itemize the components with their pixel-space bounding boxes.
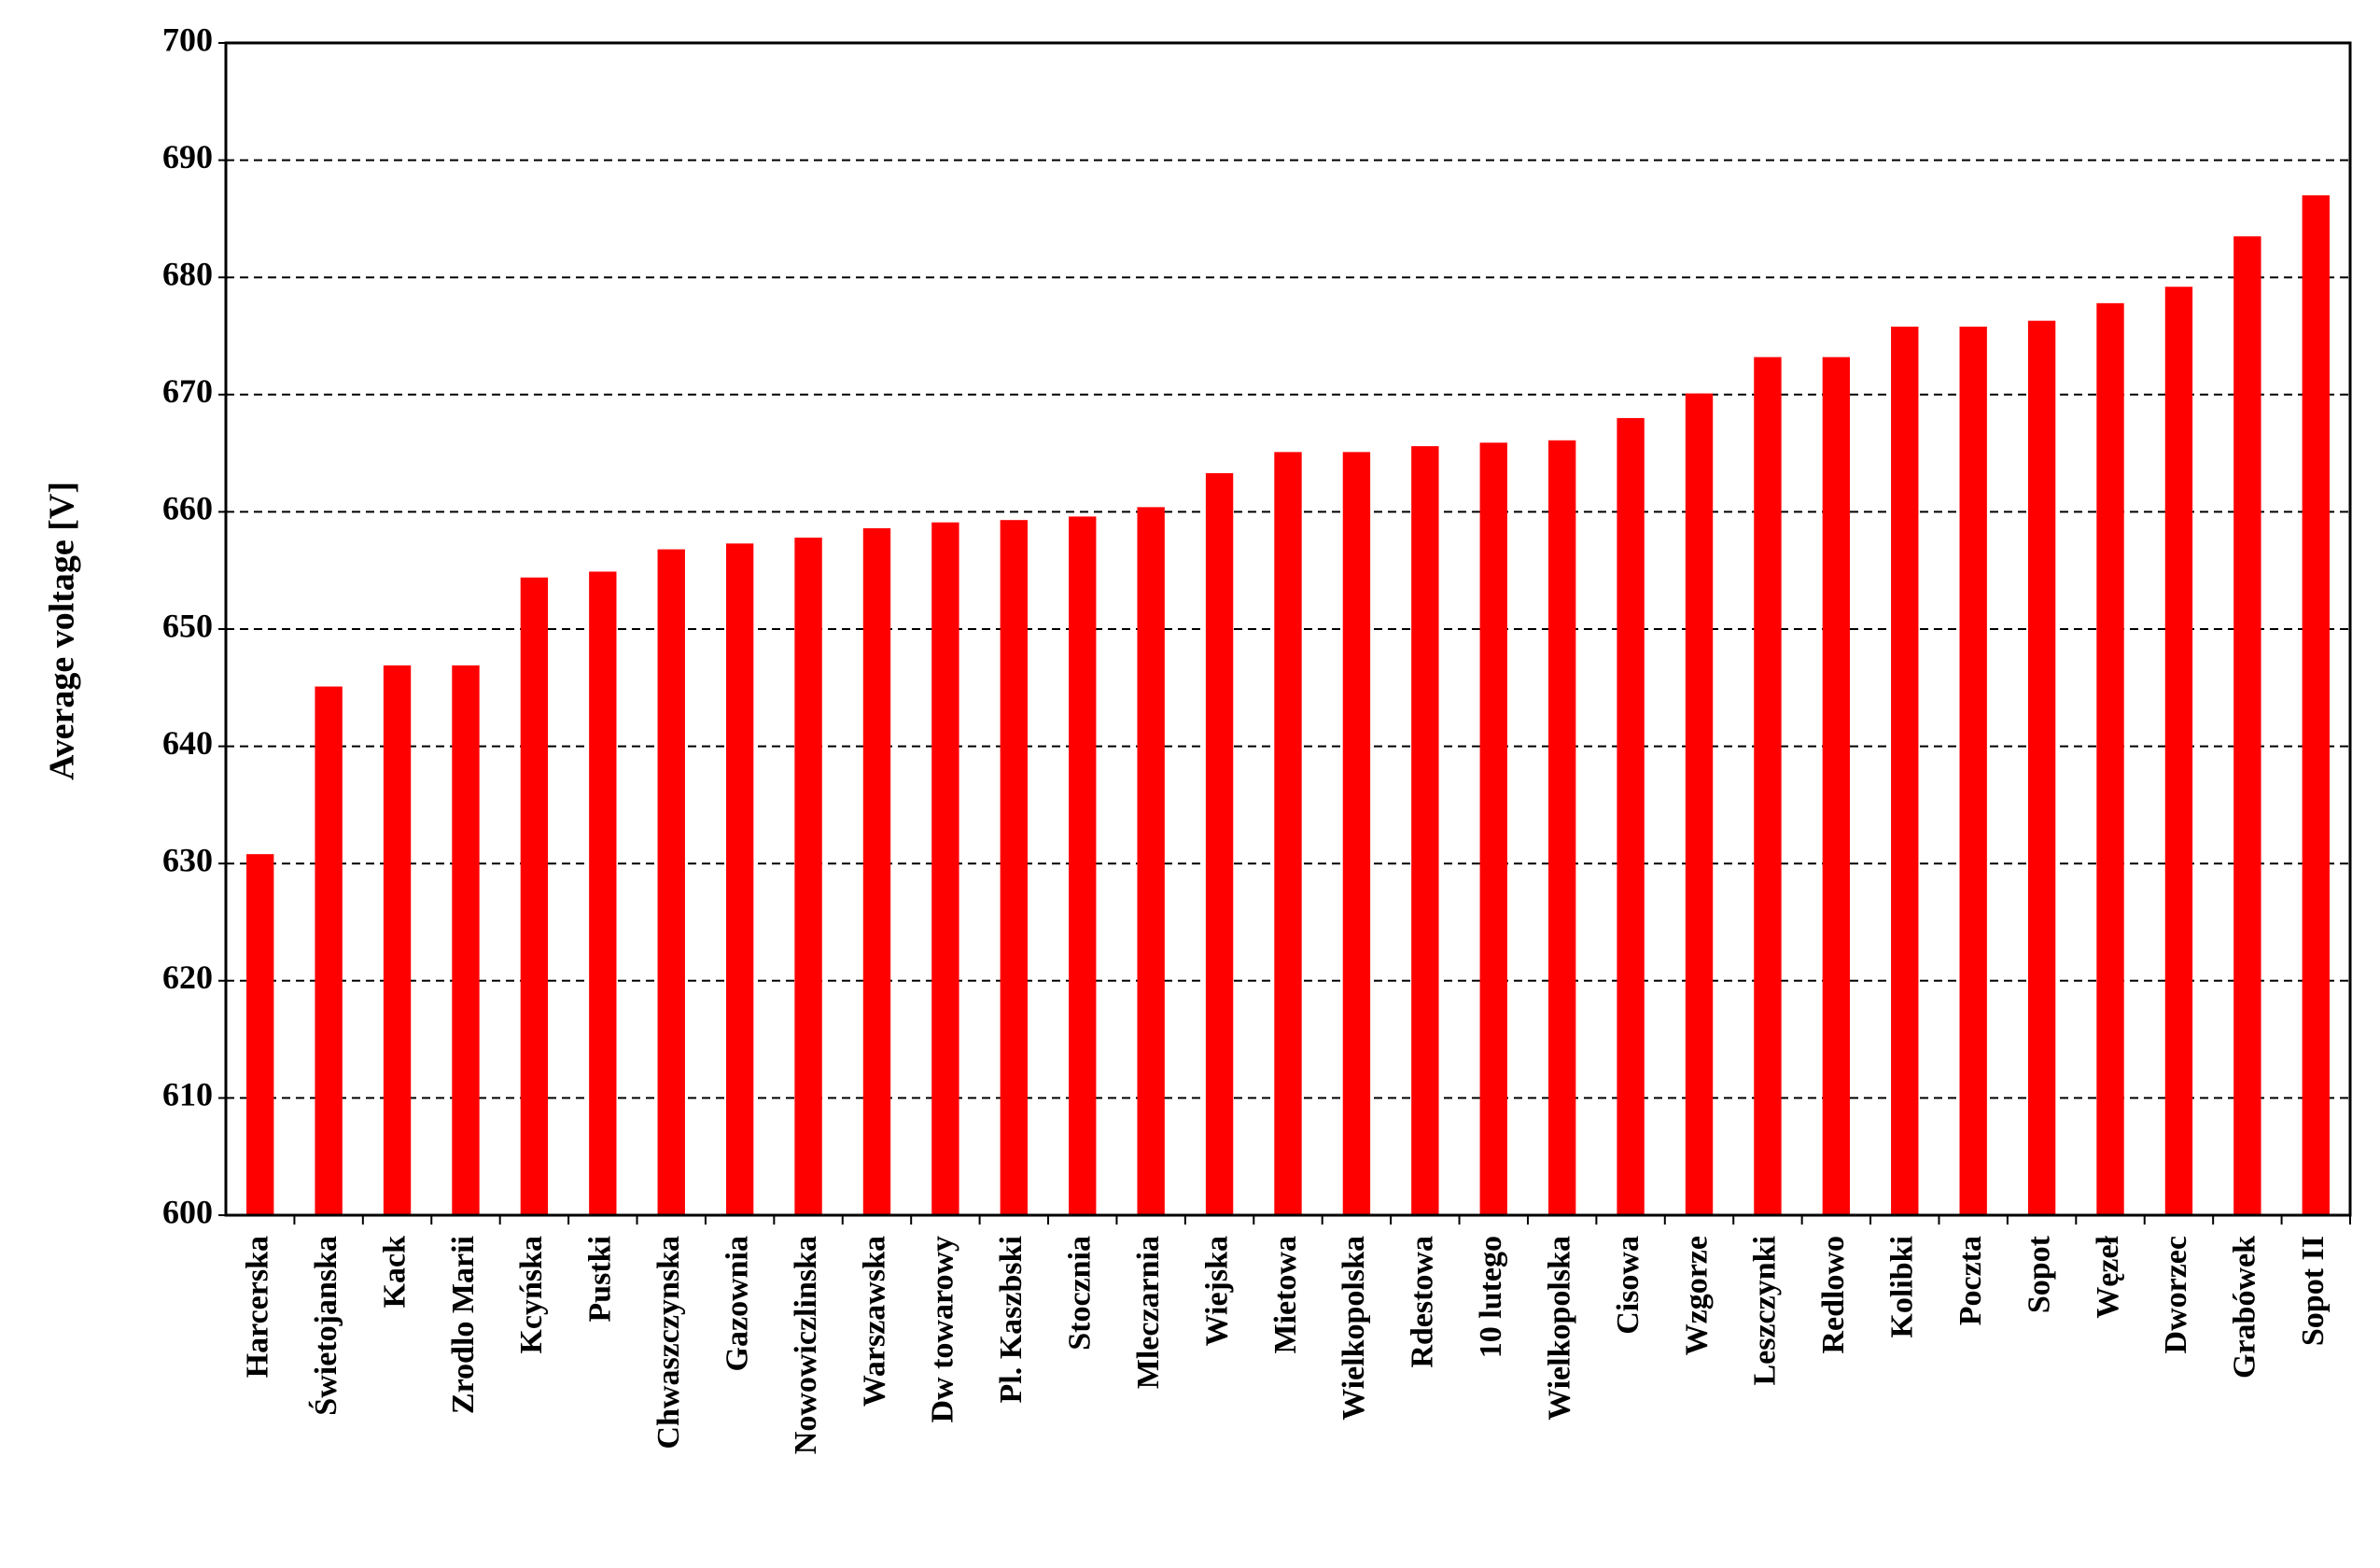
x-tick-label: Sopot — [2022, 1235, 2056, 1313]
x-tick-label: Kolibki — [1885, 1236, 1920, 1338]
x-tick-label: Warszawska — [857, 1236, 891, 1407]
x-tick-label: Świetojanska — [308, 1236, 343, 1416]
bar — [1411, 446, 1439, 1216]
x-tick-label: Mleczarnia — [1131, 1236, 1166, 1389]
bar — [1754, 357, 1782, 1215]
bar — [1000, 520, 1029, 1215]
x-tick-label: Dw towarowy — [926, 1236, 960, 1423]
bar — [1685, 393, 1714, 1215]
bar — [1205, 472, 1234, 1215]
x-tick-label: Węzeł — [2091, 1235, 2125, 1318]
bar — [862, 527, 891, 1215]
x-tick-label: Kcyńska — [514, 1236, 549, 1354]
x-tick-label: 10 lutego — [1474, 1236, 1508, 1358]
bar — [452, 665, 480, 1215]
x-tick-label: Zrodlo Marii — [446, 1236, 481, 1414]
x-tick-label: Mietowa — [1268, 1236, 1303, 1354]
x-tick-label: Harcerska — [241, 1236, 275, 1378]
plot-frame — [224, 41, 2352, 1217]
y-tick-label: 670 — [162, 372, 213, 410]
x-tick-label: Wielkopolska — [1337, 1236, 1371, 1421]
bar — [1342, 452, 1371, 1215]
x-tick-label: Grabówek — [2228, 1236, 2262, 1379]
x-tick-label: Leszczynki — [1748, 1236, 1783, 1386]
y-tick-label: 650 — [162, 607, 213, 644]
x-tick-label: Wielkopolska — [1542, 1236, 1576, 1421]
bar — [1069, 516, 1097, 1215]
x-tick-label: Pl. Kaszbski — [994, 1236, 1029, 1403]
x-tick-label: Cisowa — [1611, 1236, 1645, 1335]
x-tick-label: Sopot II — [2296, 1236, 2331, 1346]
x-tick-label: Wiejska — [1199, 1236, 1234, 1346]
y-tick-label: 600 — [162, 1193, 213, 1230]
x-tick-label: Redlowo — [1816, 1236, 1851, 1354]
y-tick-label: 620 — [162, 959, 213, 996]
x-tick-label: Gazownia — [720, 1236, 754, 1371]
x-tick-label: Rdestowa — [1406, 1236, 1440, 1368]
bar — [315, 686, 343, 1215]
y-tick-label: 640 — [162, 724, 213, 762]
bar — [1959, 326, 1987, 1215]
x-tick-label: Dworzec — [2159, 1236, 2193, 1353]
bar — [383, 665, 412, 1215]
x-tick-label: Stocznia — [1063, 1236, 1098, 1351]
y-tick-label: 690 — [162, 138, 213, 175]
x-tick-label: Kack — [377, 1236, 412, 1309]
bar — [725, 543, 754, 1215]
bar — [794, 538, 822, 1215]
bar — [1891, 326, 1919, 1215]
x-tick-label: Nowowiczlinska — [789, 1236, 823, 1454]
bar — [2302, 195, 2330, 1215]
x-tick-label: Poczta — [1953, 1236, 1988, 1325]
y-tick-label: 680 — [162, 255, 213, 292]
bar — [657, 549, 685, 1215]
bar — [520, 577, 549, 1215]
bar — [2233, 236, 2261, 1216]
bar — [1547, 440, 1576, 1215]
bar — [2164, 287, 2193, 1215]
x-tick-label: Chwaszczynska — [651, 1236, 686, 1449]
bar — [1137, 507, 1165, 1215]
x-tick-label: Pustki — [583, 1236, 618, 1323]
y-tick-label: 660 — [162, 490, 213, 527]
bar — [1274, 452, 1302, 1215]
bar — [246, 854, 274, 1215]
y-tick-label: 630 — [162, 841, 213, 878]
y-tick-label: 610 — [162, 1076, 213, 1113]
bar — [2027, 320, 2056, 1215]
bar — [1479, 442, 1507, 1215]
bar — [2096, 302, 2124, 1215]
bar — [1617, 417, 1645, 1215]
y-tick-label: 700 — [162, 21, 213, 58]
bar — [931, 522, 959, 1215]
bar — [1822, 357, 1851, 1215]
x-tick-label: Wzgorze — [1679, 1236, 1714, 1355]
bar — [589, 571, 617, 1215]
y-axis-title: Average voltage [V] — [43, 482, 82, 780]
